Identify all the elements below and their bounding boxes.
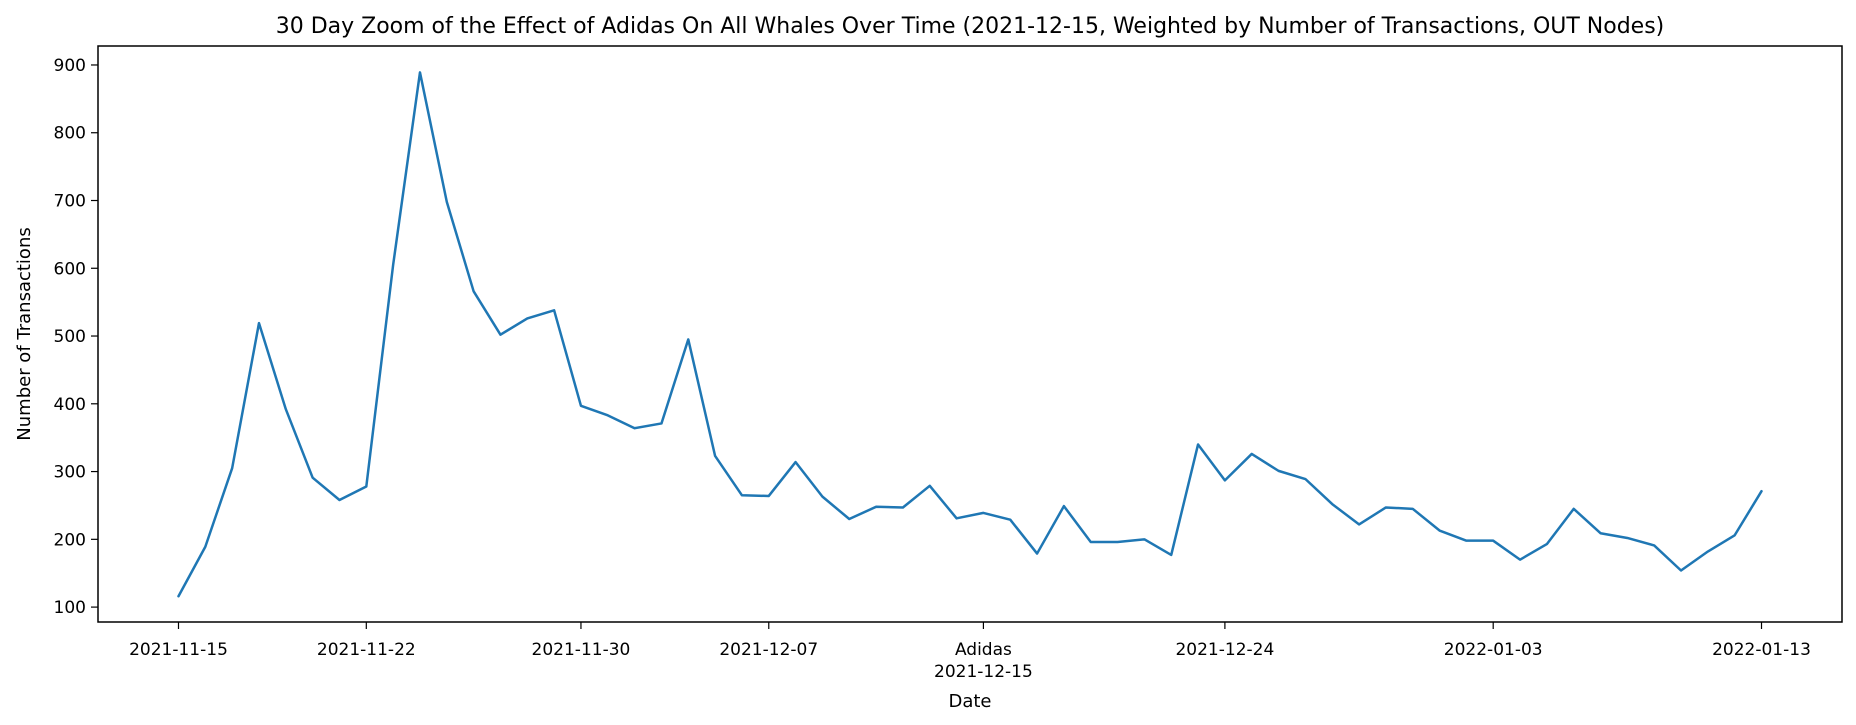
y-tick-label: 100	[54, 598, 86, 618]
x-tick-label: 2021-11-22	[317, 640, 416, 660]
x-axis: 2021-11-15 2021-11-22 2021-11-30 2021-12-07…	[129, 622, 1811, 682]
event-marker-label: Adidas	[955, 640, 1012, 660]
y-tick-label: 900	[54, 56, 86, 76]
y-tick-label: 500	[54, 327, 86, 347]
x-tick-label: 2022-01-13	[1712, 640, 1811, 660]
x-tick-label: 2021-12-24	[1175, 640, 1274, 660]
plot-frame	[97, 45, 1843, 623]
x-tick-label: 2021-12-15	[934, 662, 1033, 682]
y-tick-label: 800	[54, 124, 86, 144]
series-line	[177, 71, 1763, 598]
x-tick-label: 2021-12-07	[719, 640, 818, 660]
y-tick-label: 200	[54, 530, 86, 550]
y-tick-label: 400	[54, 395, 86, 415]
x-tick-label: 2021-11-15	[129, 640, 228, 660]
x-tick-label: 2021-11-30	[532, 640, 631, 660]
y-tick-label: 600	[54, 259, 86, 279]
x-tick-label: 2022-01-03	[1444, 640, 1543, 660]
y-tick-label: 700	[54, 192, 86, 212]
y-tick-label: 300	[54, 463, 86, 483]
y-axis: 100 200 300 400 500 600 700 800 900	[54, 56, 98, 618]
chart-title: 30 Day Zoom of the Effect of Adidas On A…	[276, 14, 1665, 39]
x-axis-label: Date	[948, 691, 991, 712]
y-axis-label: Number of Transactions	[14, 227, 35, 440]
